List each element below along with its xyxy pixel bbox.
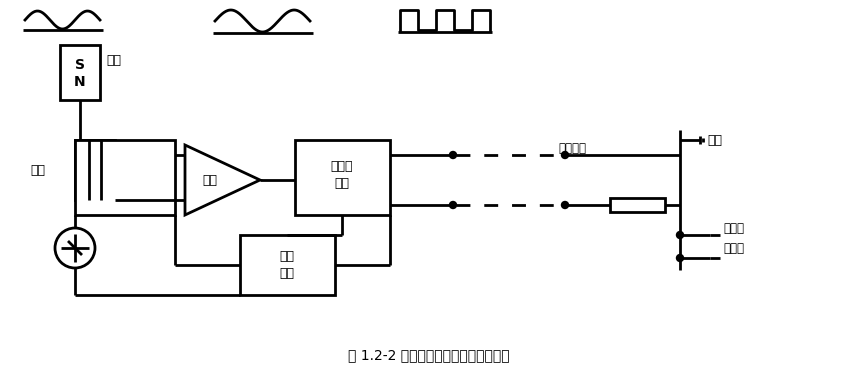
Bar <box>240 235 335 295</box>
Circle shape <box>562 151 569 159</box>
Text: 接收电阻: 接收电阻 <box>558 141 586 154</box>
Text: 电压
调量: 电压 调量 <box>279 250 295 280</box>
Text: S: S <box>75 58 85 72</box>
Text: 电源: 电源 <box>707 134 722 147</box>
Text: 放大: 放大 <box>203 174 217 187</box>
Circle shape <box>449 202 456 208</box>
Circle shape <box>562 202 569 208</box>
Bar <box>60 45 100 100</box>
Text: 接信号: 接信号 <box>723 221 744 234</box>
Text: 施密特
电路: 施密特 电路 <box>331 160 353 190</box>
Bar <box>610 198 665 212</box>
Bar <box>75 140 115 200</box>
Bar <box>75 140 175 215</box>
Circle shape <box>677 232 684 239</box>
Text: 检芯: 检芯 <box>30 163 45 177</box>
Circle shape <box>449 151 456 159</box>
Text: 磁铁: 磁铁 <box>106 53 121 67</box>
Text: N: N <box>74 75 86 89</box>
Bar <box>295 140 390 215</box>
Text: 接收器: 接收器 <box>723 242 744 254</box>
Text: 图 1.2-2 涡轮流量计前置放大器原理图: 图 1.2-2 涡轮流量计前置放大器原理图 <box>348 348 509 362</box>
Circle shape <box>677 254 684 261</box>
